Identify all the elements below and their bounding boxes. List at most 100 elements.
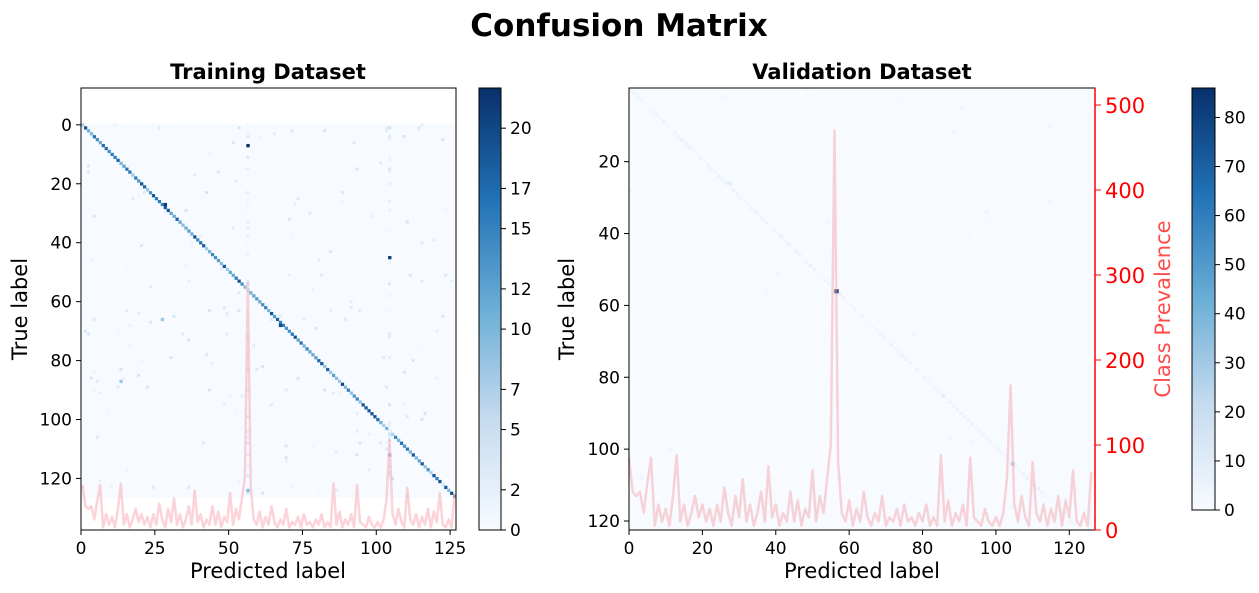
figure-title: Confusion Matrix: [470, 8, 767, 44]
training-offdiag-cell: [388, 332, 392, 336]
training-offdiag-cell: [326, 202, 330, 206]
training-colorbar-tick-label: 5: [510, 421, 521, 441]
validation-diagonal-cell: [768, 224, 773, 229]
training-offdiag-cell: [293, 202, 297, 206]
training-offdiag-cell: [358, 309, 362, 312]
validation-prevalence-tick-label: 400: [1105, 179, 1145, 203]
validation-diagonal-cell: [1025, 476, 1029, 480]
validation-diagonal-cell: [794, 249, 798, 254]
training-diagonal-cell: [213, 255, 218, 260]
training-diagonal-cell: [299, 341, 303, 345]
training-offdiag-cell: [388, 432, 392, 436]
training-offdiag-cell: [388, 335, 392, 339]
validation-diagonal-cell: [731, 188, 736, 193]
training-offdiag-cell: [246, 132, 250, 136]
training-offdiag-cell: [225, 311, 229, 315]
training-diagonal-cell: [269, 311, 274, 316]
training-offdiag-cell: [367, 432, 371, 436]
training-offdiag-cell: [231, 226, 235, 230]
training-y-tick-label: 80: [50, 352, 72, 372]
training-offdiag-cell: [237, 309, 241, 312]
validation-diagonal-cell: [918, 371, 923, 376]
training-offdiag-cell: [349, 300, 353, 304]
training-diagonal-cell: [181, 223, 185, 227]
training-diagonal-cell: [190, 232, 194, 236]
training-colorbar-tick-label: 20: [510, 119, 532, 139]
training-offdiag-cell: [199, 373, 203, 377]
validation-offdiag-cell: [966, 235, 971, 239]
training-offdiag-cell: [246, 235, 250, 239]
training-offdiag-cell: [228, 394, 232, 398]
validation-y-tick-label: 40: [598, 225, 620, 245]
training-offdiag-cell: [148, 320, 152, 324]
training-offdiag-cell: [184, 264, 188, 268]
training-diagonal-cell: [432, 474, 436, 478]
training-offdiag-cell: [246, 205, 250, 209]
validation-diagonal-cell: [654, 113, 659, 117]
training-offdiag-cell: [222, 306, 226, 309]
training-diagonal-cell: [122, 164, 126, 168]
validation-diagonal-cell: [852, 307, 857, 311]
validation-diagonal-cell: [827, 282, 831, 286]
validation-diagonal-cell: [1065, 515, 1070, 520]
training-offdiag-cell: [246, 135, 250, 139]
training-offdiag-cell: [92, 370, 96, 374]
validation-diagonal-cell: [812, 267, 817, 272]
training-diagonal-cell: [143, 185, 147, 189]
training-diagonal-cell: [267, 309, 271, 313]
validation-diagonal-cell: [797, 253, 802, 257]
validation-title: Validation Dataset: [752, 60, 971, 84]
training-offdiag-cell: [423, 412, 427, 416]
training-diagonal-cell: [340, 382, 345, 386]
training-offdiag-cell: [323, 129, 327, 133]
training-offdiag-cell: [234, 179, 238, 183]
training-offdiag-cell: [388, 208, 392, 212]
training-offdiag-cell: [269, 403, 273, 407]
training-offdiag-cell: [388, 435, 392, 439]
training-offdiag-cell: [193, 173, 197, 177]
training-diagonal-cell: [252, 294, 256, 298]
training-offdiag-cell: [199, 235, 203, 239]
training-x-tick-label: 125: [434, 539, 466, 559]
validation-x-tick-label: 100: [980, 539, 1012, 559]
validation-prevalence-tick-label: 100: [1105, 434, 1145, 458]
training-offdiag-cell: [340, 191, 344, 195]
training-diagonal-cell: [258, 300, 262, 304]
training-offdiag-cell: [246, 394, 250, 398]
training-diagonal-cell: [199, 241, 203, 245]
training-offdiag-cell: [163, 211, 167, 215]
training-diagonal-cell: [237, 279, 241, 283]
validation-diagonal-cell: [863, 317, 868, 322]
validation-diagonal-cell: [709, 167, 714, 171]
training-offdiag-cell: [287, 217, 291, 221]
training-offdiag-cell: [128, 344, 132, 348]
training-diagonal-cell: [81, 123, 85, 127]
training-offdiag-cell: [246, 376, 250, 380]
training-offdiag-cell: [137, 311, 141, 315]
training-diagonal-cell: [89, 132, 94, 136]
training-offdiag-cell: [145, 385, 149, 389]
validation-colorbar-tick-label: 30: [1224, 354, 1246, 374]
training-diagonal-cell: [98, 141, 102, 145]
training-diagonal-cell: [343, 385, 348, 389]
training-diagonal-cell: [210, 253, 215, 257]
validation-diagonal-cell: [698, 156, 703, 160]
training-offdiag-cell: [207, 309, 211, 312]
training-offdiag-cell: [237, 291, 241, 295]
training-offdiag-cell: [417, 126, 421, 130]
validation-y-tick-label: 120: [588, 512, 620, 532]
training-diagonal-cell: [323, 364, 327, 369]
validation-diagonal-cell: [1021, 472, 1026, 477]
training-offdiag-cell: [172, 314, 176, 318]
validation-diagonal-cell: [761, 217, 765, 221]
validation-diagonal-cell: [955, 407, 960, 412]
training-diagonal-cell: [349, 391, 353, 395]
training-diagonal-cell: [352, 394, 356, 398]
validation-diagonal-cell: [896, 350, 901, 354]
validation-diagonal-cell: [805, 260, 809, 265]
validation-diagonal-cell: [687, 145, 692, 150]
training-x-tick-label: 75: [292, 539, 314, 559]
training-diagonal-cell: [278, 320, 283, 325]
training-offdiag-cell: [441, 314, 445, 318]
validation-diagonal-cell: [988, 440, 993, 444]
